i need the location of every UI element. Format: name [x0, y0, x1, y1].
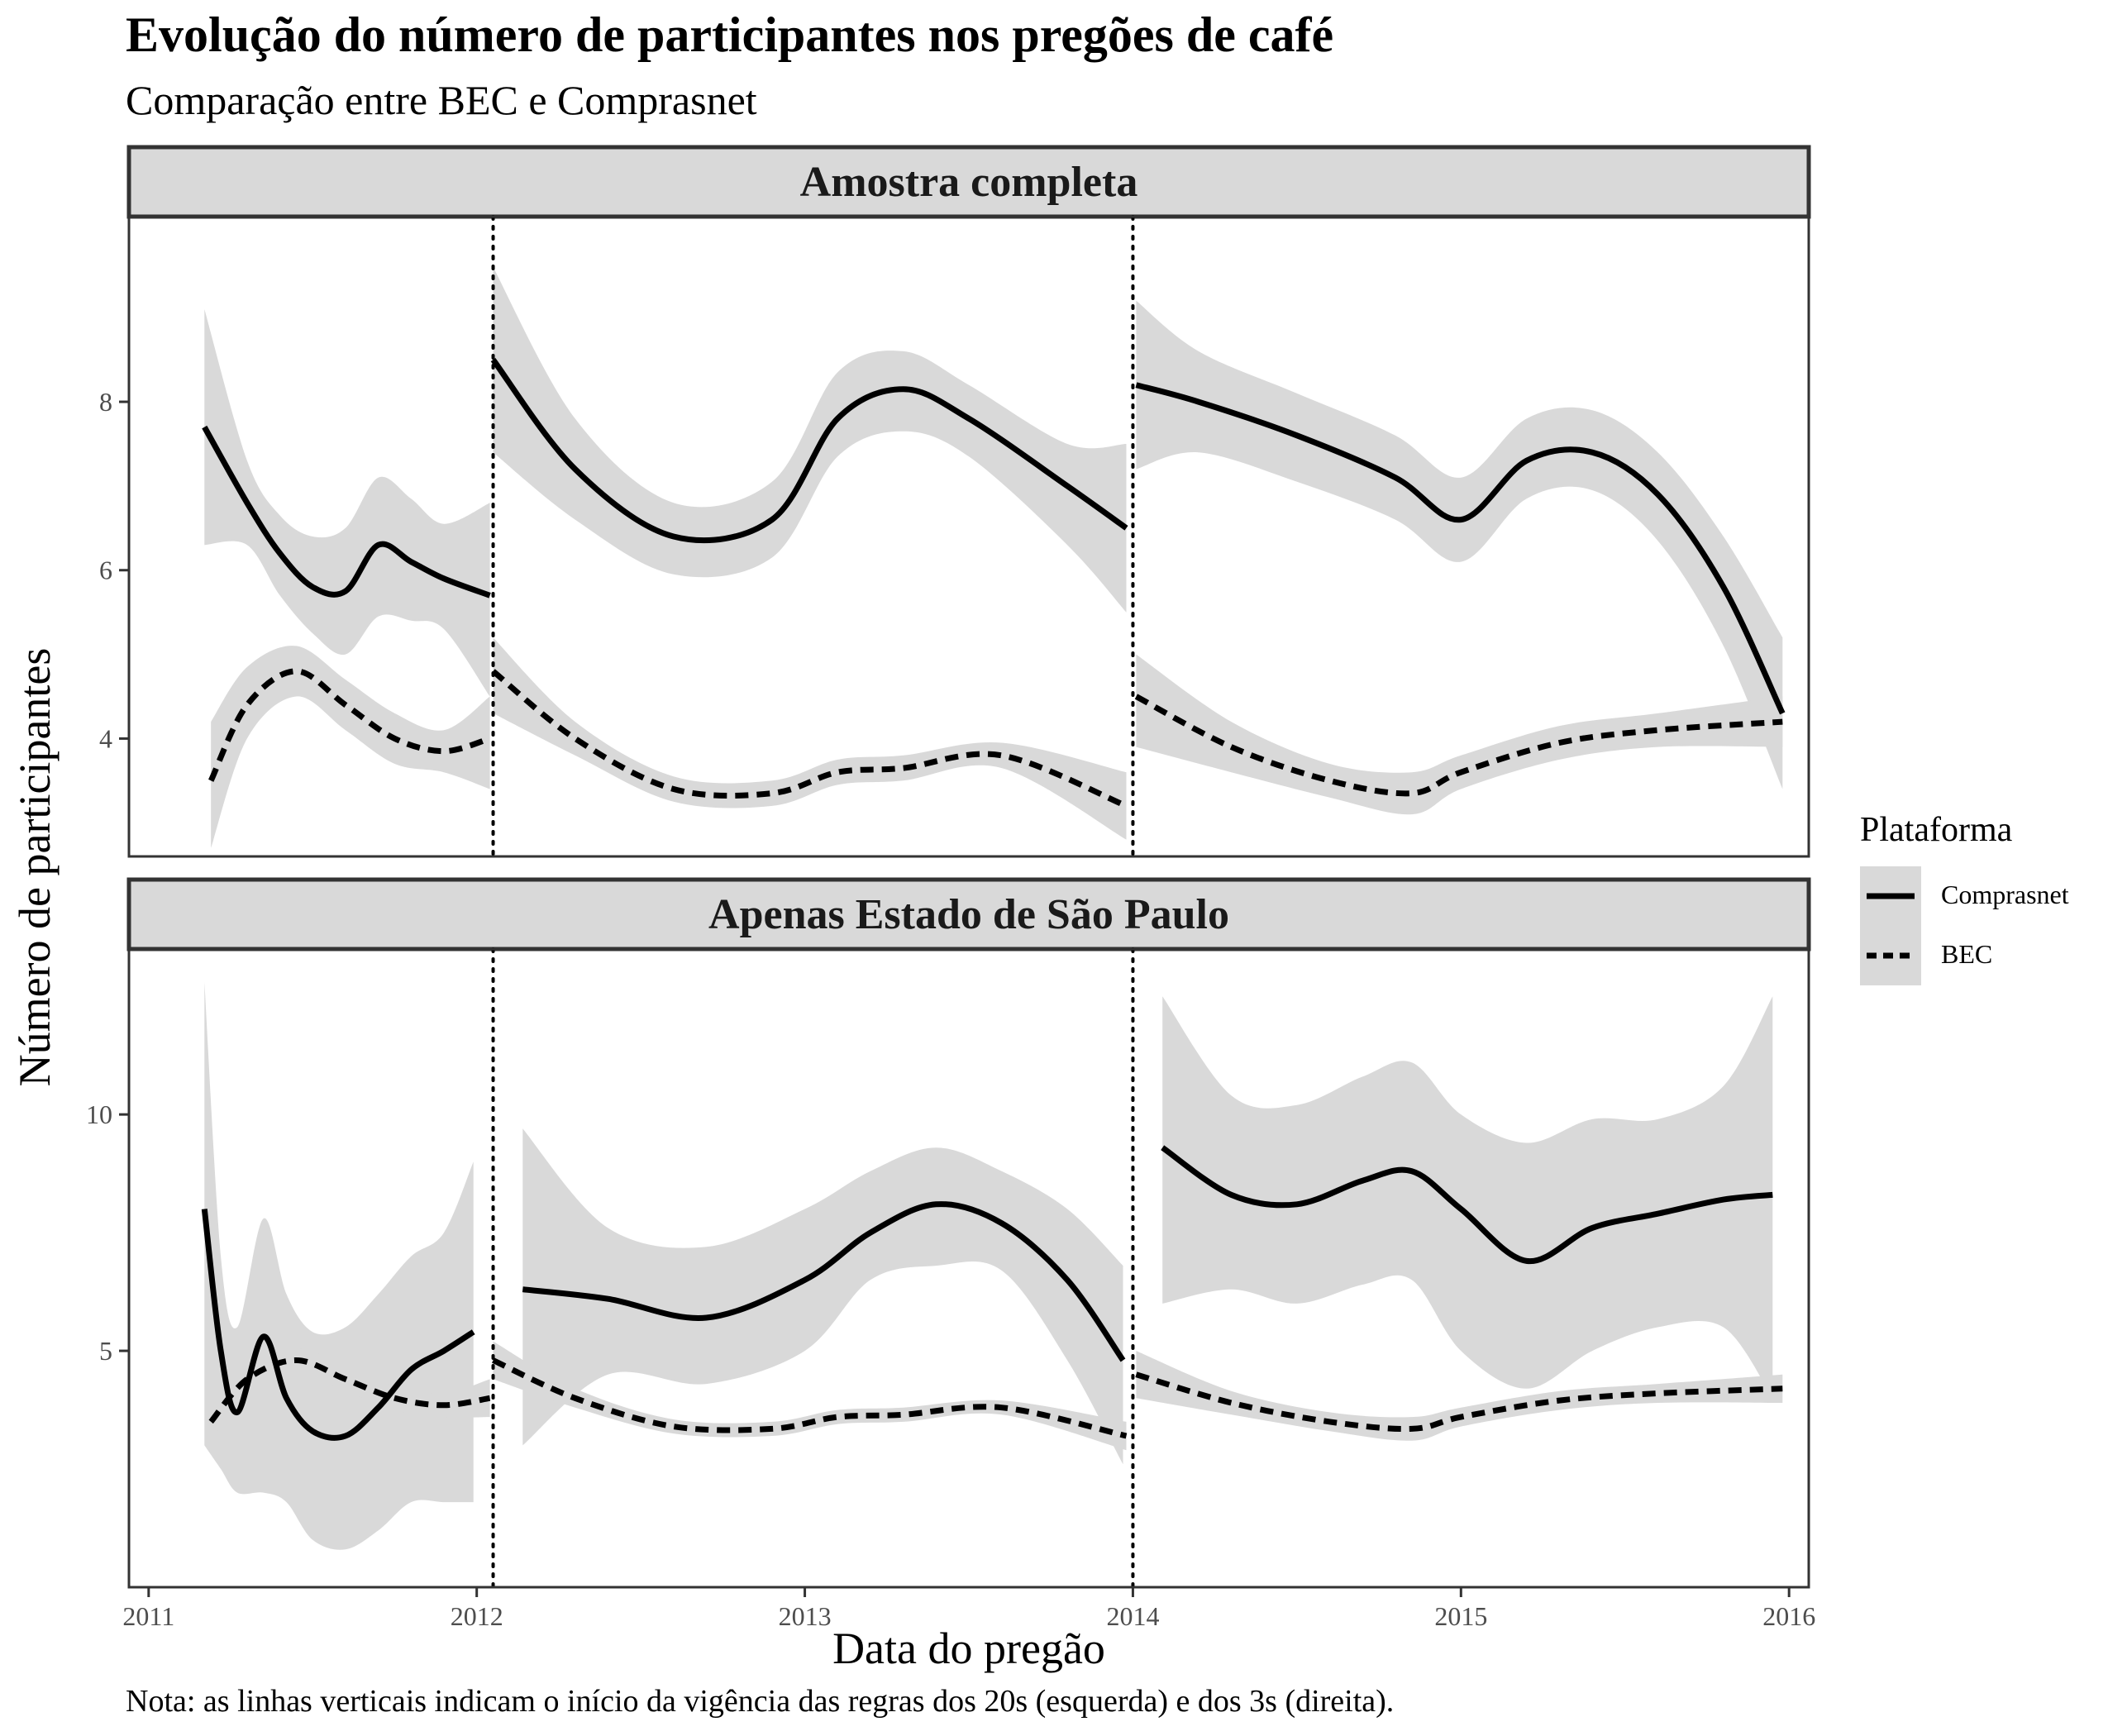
x-tick-label: 2012 — [451, 1601, 503, 1631]
series-line-comprasnet — [202, 425, 491, 599]
series-line-comprasnet — [1135, 382, 1786, 715]
x-tick-label: 2015 — [1434, 1601, 1487, 1631]
legend-label-bec: BEC — [1941, 939, 1993, 969]
series-line-bec — [1135, 1371, 1783, 1433]
chart-caption: Nota: as linhas verticais indicam o iníc… — [126, 1684, 1395, 1719]
chart-title: Evolução do número de participantes nos … — [126, 7, 1334, 62]
confidence-band-comprasnet — [204, 982, 474, 1550]
legend-key-dashed — [1860, 926, 1921, 985]
confidence-band-comprasnet — [1162, 996, 1773, 1399]
x-tick-label: 2011 — [122, 1601, 174, 1631]
series-line-bec — [492, 1357, 1128, 1439]
x-tick-label: 2014 — [1106, 1601, 1159, 1631]
legend-item-comprasnet: Comprasnet — [1860, 866, 2100, 926]
y-tick-label: 8 — [99, 387, 112, 417]
facet-strip-label: Apenas Estado de São Paulo — [708, 891, 1229, 938]
legend: Plataforma Comprasnet BEC — [1852, 802, 2100, 1000]
panel-border — [127, 947, 1810, 1589]
confidence-band-comprasnet — [493, 267, 1127, 613]
x-tick-label: 2016 — [1762, 1601, 1815, 1631]
legend-item-bec: BEC — [1860, 926, 2100, 985]
series-line-comprasnet — [201, 1209, 475, 1441]
legend-label-comprasnet: Comprasnet — [1941, 880, 2069, 909]
series-line-comprasnet — [1161, 1145, 1773, 1264]
series-line-bec — [491, 669, 1128, 809]
y-axis-title: Número de participantes — [10, 648, 60, 1087]
confidence-band-bec — [1136, 1351, 1783, 1441]
series-line-comprasnet — [522, 1201, 1126, 1362]
series-line-comprasnet — [490, 357, 1128, 544]
confidence-band-comprasnet — [1136, 300, 1783, 789]
facet-strip-label: Amostra completa — [800, 159, 1138, 206]
confidence-band-bec — [493, 1341, 1127, 1451]
y-tick-label: 5 — [99, 1336, 112, 1366]
series-line-bec — [208, 1357, 491, 1424]
confidence-band-bec — [211, 646, 490, 848]
y-tick-label: 4 — [99, 723, 112, 753]
y-tick-label: 10 — [86, 1099, 112, 1129]
legend-key-solid — [1860, 866, 1921, 926]
series-line-bec — [208, 668, 491, 782]
confidence-band-bec — [493, 637, 1127, 840]
confidence-band-bec — [1136, 654, 1783, 815]
panel-border — [127, 215, 1810, 858]
y-tick-label: 6 — [99, 556, 112, 585]
x-axis-title: Data do pregão — [832, 1624, 1105, 1673]
series-line-bec — [1134, 694, 1783, 797]
confidence-band-comprasnet — [204, 309, 490, 697]
chart-subtitle: Comparação entre BEC e Comprasnet — [126, 77, 757, 123]
legend-title: Plataforma — [1860, 811, 2013, 849]
facet-strip — [126, 877, 1811, 951]
x-tick-label: 2013 — [779, 1601, 832, 1631]
